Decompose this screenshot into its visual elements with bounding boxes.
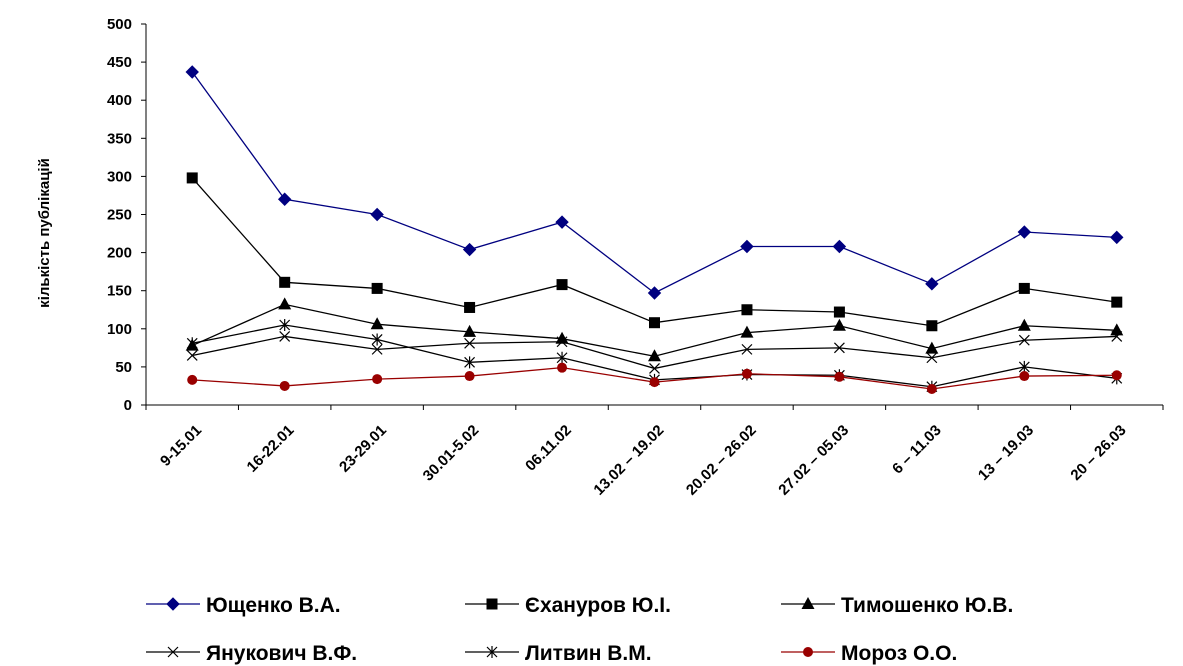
legend-marker	[803, 647, 813, 657]
data-point	[186, 66, 198, 78]
y-tick-label: 0	[124, 397, 132, 414]
series-6	[187, 363, 1122, 394]
legend-item: Єхануров Ю.І.	[465, 594, 671, 617]
y-axis-title: кількість публікацій	[36, 158, 53, 308]
data-point	[834, 307, 845, 318]
data-point	[1019, 283, 1030, 294]
data-point	[1018, 319, 1031, 331]
data-point	[649, 317, 660, 328]
y-tick-label: 50	[115, 359, 132, 376]
y-tick-label: 350	[107, 130, 132, 147]
data-point	[465, 371, 475, 381]
data-point	[741, 304, 752, 315]
legend-label: Тимошенко Ю.В.	[841, 594, 1013, 617]
y-tick-label: 200	[107, 245, 132, 262]
legend-marker	[802, 597, 815, 609]
legend-label: Мороз О.О.	[841, 642, 957, 665]
legend-item: Тимошенко Ю.В.	[781, 594, 1013, 617]
data-point	[556, 216, 568, 228]
series-3	[186, 297, 1124, 361]
data-point	[187, 172, 198, 183]
data-point	[557, 279, 568, 290]
data-point	[833, 241, 845, 253]
y-tick-label: 150	[107, 283, 132, 300]
data-point	[926, 278, 938, 290]
x-tick-label: 13 – 19.03	[975, 422, 1037, 484]
x-tick-label: 06.11.02	[522, 422, 575, 475]
data-point	[372, 374, 382, 384]
series-2	[187, 172, 1123, 331]
data-point	[741, 241, 753, 253]
data-point	[371, 209, 383, 221]
legend-item: Янукович В.Ф.	[146, 642, 357, 665]
data-point	[1019, 371, 1029, 381]
data-point	[650, 363, 660, 373]
data-point	[187, 350, 197, 360]
y-axis: 0 50 100 150 200 250 300 350 400 450 500	[107, 16, 146, 414]
data-point	[834, 372, 844, 382]
legend-marker	[487, 599, 498, 610]
y-tick-label: 300	[107, 168, 132, 185]
data-point	[464, 244, 476, 256]
data-point	[926, 320, 937, 331]
data-point	[742, 369, 752, 379]
data-point	[650, 377, 660, 387]
series-line	[192, 178, 1117, 326]
data-point	[280, 381, 290, 391]
data-point	[1111, 297, 1122, 308]
legend-label: Єхануров Ю.І.	[525, 594, 671, 617]
legend-label: Ющенко В.А.	[206, 594, 341, 617]
legend-marker	[167, 598, 179, 610]
data-point	[372, 283, 383, 294]
legend-item: Мороз О.О.	[781, 642, 957, 665]
series-1	[186, 66, 1123, 299]
legend-label: Литвин В.М.	[525, 642, 652, 665]
y-tick-label: 500	[107, 16, 132, 33]
legend-label: Янукович В.Ф.	[206, 642, 357, 665]
x-tick-label: 23-29.01	[336, 422, 390, 476]
data-point	[464, 302, 475, 313]
y-tick-label: 400	[107, 92, 132, 109]
x-tick-label: 16-22.01	[244, 422, 298, 476]
data-point	[1112, 370, 1122, 380]
data-point	[649, 287, 661, 299]
y-tick-label: 100	[107, 321, 132, 338]
data-point	[278, 297, 291, 309]
x-tick-label: 13.02 – 19.02	[590, 422, 667, 499]
x-tick-label: 20 – 26.03	[1067, 422, 1129, 484]
y-tick-label: 450	[107, 54, 132, 71]
x-axis: 9-15.01 16-22.01 23-29.01 30.01-5.02 06.11.0…	[146, 405, 1163, 499]
data-point	[833, 319, 846, 331]
series-layer	[186, 66, 1124, 394]
data-point	[1110, 323, 1123, 335]
data-point	[557, 363, 567, 373]
y-tick-label: 250	[107, 207, 132, 224]
legend-item: Литвин В.М.	[465, 642, 652, 665]
data-point	[1111, 231, 1123, 243]
x-tick-label: 6 – 11.03	[889, 422, 945, 478]
x-tick-label: 27.02 – 05.03	[775, 422, 852, 499]
x-tick-label: 9-15.01	[157, 422, 205, 470]
data-point	[927, 384, 937, 394]
x-tick-label: 20.02 – 26.02	[683, 422, 760, 499]
legend: Ющенко В.А. Єхануров Ю.І. Тимошенко Ю.В. Ян…	[146, 594, 1013, 665]
data-point	[279, 277, 290, 288]
x-tick-label: 30.01-5.02	[420, 422, 483, 485]
data-point	[187, 337, 197, 349]
data-point	[1018, 226, 1030, 238]
data-point	[740, 326, 753, 338]
data-point	[279, 193, 291, 205]
series-line	[192, 72, 1117, 293]
data-point	[187, 375, 197, 385]
legend-item: Ющенко В.А.	[146, 594, 341, 617]
